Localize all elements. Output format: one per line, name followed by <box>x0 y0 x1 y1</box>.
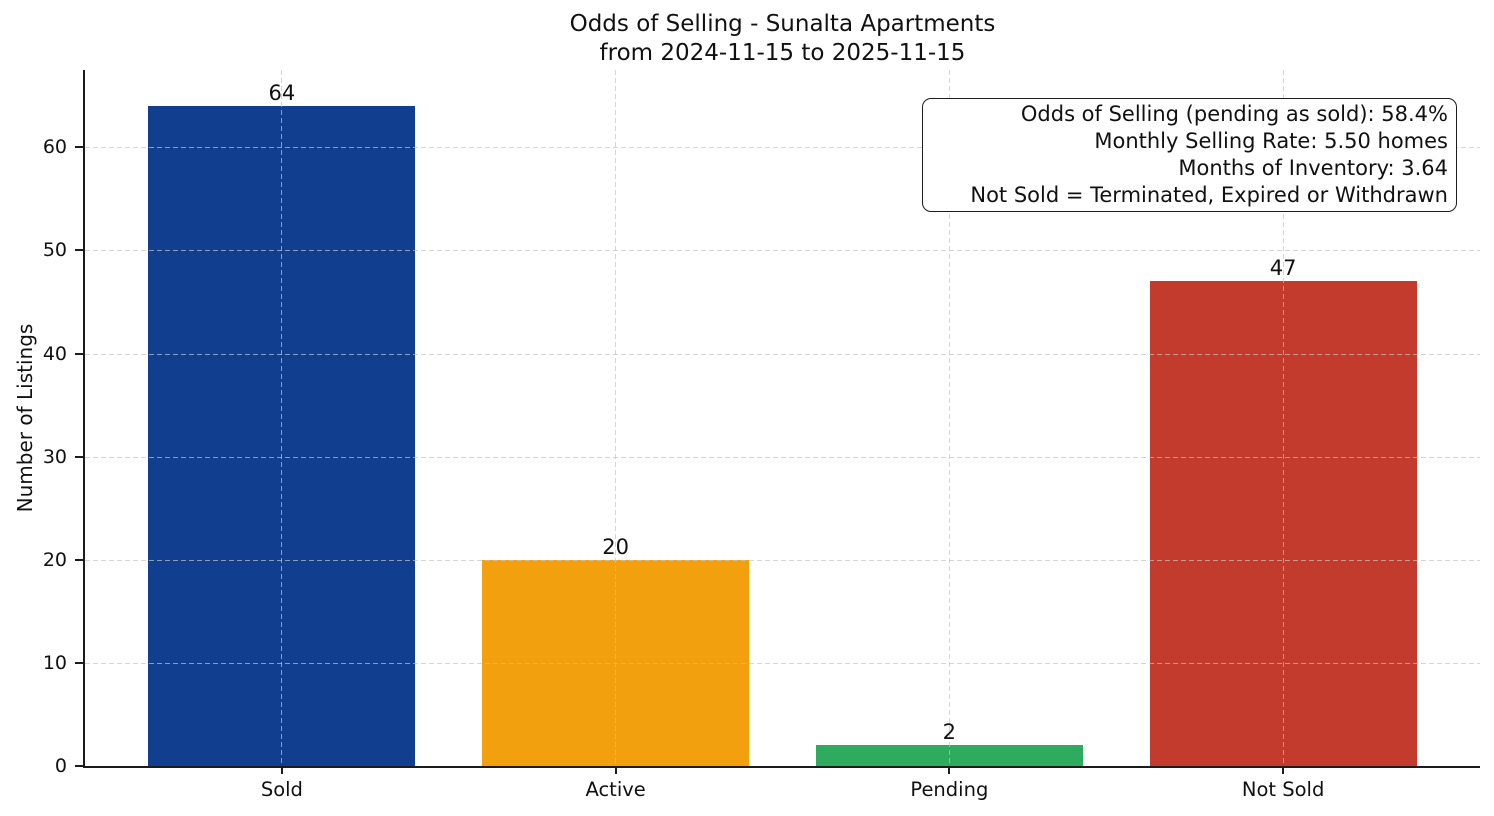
bar-value-label: 47 <box>1269 256 1297 281</box>
bar-value-label: 64 <box>268 81 296 106</box>
y-tick-label: 0 <box>54 755 67 777</box>
y-tick-mark <box>75 765 83 767</box>
x-tick-label-pending: Pending <box>910 778 989 801</box>
gridline-horizontal <box>85 250 1480 252</box>
stats-line-months-of-inventory: Months of Inventory: 3.64 <box>1178 156 1448 180</box>
bar-value-label: 20 <box>602 534 629 559</box>
stats-annotation-box: Odds of Selling (pending as sold): 58.4%… <box>922 98 1457 212</box>
stats-line-odds-of-selling: Odds of Selling (pending as sold): 58.4% <box>1020 102 1448 126</box>
x-tick-mark <box>280 766 283 774</box>
y-tick-label: 50 <box>42 239 67 262</box>
x-tick-mark <box>948 766 951 774</box>
y-tick-label: 60 <box>42 136 67 159</box>
chart-title-line2: from 2024-11-15 to 2025-11-15 <box>599 40 966 66</box>
plot-area: 64 20 2 47 Sold Active Pending Not Sold 0 10 20 30 4… <box>43 70 1480 801</box>
y-tick-mark <box>75 661 83 664</box>
y-tick-label: 20 <box>42 548 67 571</box>
gridline-vertical <box>281 70 283 766</box>
x-tick-label-sold: Sold <box>260 778 303 801</box>
gridline-vertical <box>948 70 950 766</box>
y-tick-mark <box>75 352 83 355</box>
x-tick-label-not-sold: Not Sold <box>1241 778 1325 801</box>
gridline-horizontal <box>85 353 1480 355</box>
y-tick-label: 10 <box>42 651 67 674</box>
y-axis-spine <box>83 70 85 768</box>
stats-line-not-sold-definition: Not Sold = Terminated, Expired or Withdr… <box>970 183 1448 207</box>
y-tick-mark <box>75 146 83 149</box>
gridline-horizontal <box>85 662 1480 664</box>
x-axis-spine <box>83 766 1480 768</box>
chart-title-line1: Odds of Selling - Sunalta Apartments <box>569 11 996 37</box>
chart-title: Odds of Selling - Sunalta Apartments fro… <box>85 10 1480 68</box>
gridline-horizontal <box>85 559 1480 561</box>
stats-line-monthly-selling-rate: Monthly Selling Rate: 5.50 homes <box>1094 129 1448 153</box>
y-tick-mark <box>75 455 83 458</box>
bar-value-label: 2 <box>942 720 957 745</box>
y-tick-mark <box>75 558 83 561</box>
gridline-horizontal <box>85 456 1480 458</box>
y-tick-label: 40 <box>42 342 67 365</box>
gridline-vertical <box>1282 70 1284 766</box>
y-tick-label: 30 <box>42 445 67 468</box>
x-tick-label-active: Active <box>585 778 646 801</box>
gridline-vertical <box>615 70 617 766</box>
y-tick-mark <box>75 249 83 252</box>
gridline-horizontal <box>85 147 1480 149</box>
x-tick-mark <box>614 766 617 774</box>
x-tick-mark <box>1282 766 1285 774</box>
